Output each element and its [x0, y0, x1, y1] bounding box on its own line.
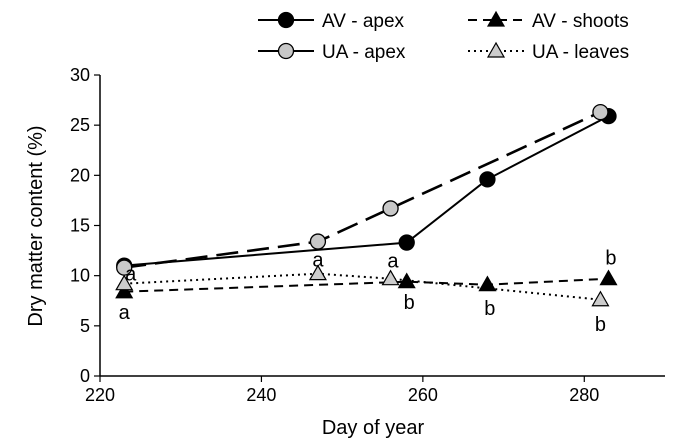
annotation-letter: a — [125, 264, 137, 286]
data-point-circle — [309, 233, 327, 250]
legend: AV - apex AV - shoots UA - apex UA - leaves — [258, 10, 629, 63]
legend-marker — [486, 41, 506, 58]
data-point-triangle — [478, 275, 497, 292]
x-tick-label: 220 — [85, 385, 115, 405]
annotation-letter: a — [387, 251, 399, 273]
y-tick-label: 30 — [70, 65, 90, 85]
y-tick-label: 15 — [70, 216, 90, 236]
data-point-circle — [398, 234, 415, 251]
x-axis-label: Day of year — [322, 417, 425, 439]
x-tick-label: 240 — [246, 385, 276, 405]
legend-marker — [486, 10, 506, 27]
data-point-triangle — [115, 282, 134, 299]
series-line — [124, 272, 601, 301]
legend-label: AV - shoots — [532, 11, 629, 32]
data-point-triangle — [591, 290, 610, 307]
data-point-triangle — [381, 269, 400, 286]
annotation-letter: b — [595, 314, 606, 336]
annotation-letter: b — [404, 292, 415, 314]
y-tick-label: 0 — [80, 366, 90, 386]
series-line — [124, 277, 609, 293]
x-tick-label: 260 — [408, 385, 438, 405]
data-point-triangle — [397, 272, 416, 289]
legend-marker — [277, 42, 295, 60]
data-point-triangle — [115, 274, 134, 291]
data-point-triangle — [308, 264, 327, 281]
x-tick-label: 280 — [569, 385, 599, 405]
annotation-letter: a — [119, 302, 131, 324]
y-tick-label: 10 — [70, 266, 90, 286]
y-tick-label: 5 — [80, 316, 90, 336]
y-tick-label: 20 — [70, 165, 90, 185]
data-point-circle — [116, 259, 133, 276]
y-tick-label: 25 — [70, 115, 90, 135]
annotation-letter: b — [484, 298, 495, 320]
legend-marker — [277, 11, 295, 29]
data-point-circle — [382, 200, 399, 217]
data-point-circle — [479, 171, 496, 188]
data-point-circle — [592, 103, 609, 121]
legend-label: UA - leaves — [532, 42, 629, 63]
legend-label: UA - apex — [322, 42, 406, 63]
annotation-letter: b — [605, 248, 616, 270]
y-axis-label: Dry matter content (%) — [25, 125, 47, 326]
data-point-triangle — [599, 269, 618, 286]
series-line — [124, 115, 609, 267]
annotation-letter: a — [312, 250, 324, 272]
series-line — [124, 110, 601, 269]
legend-label: AV - apex — [322, 11, 405, 32]
